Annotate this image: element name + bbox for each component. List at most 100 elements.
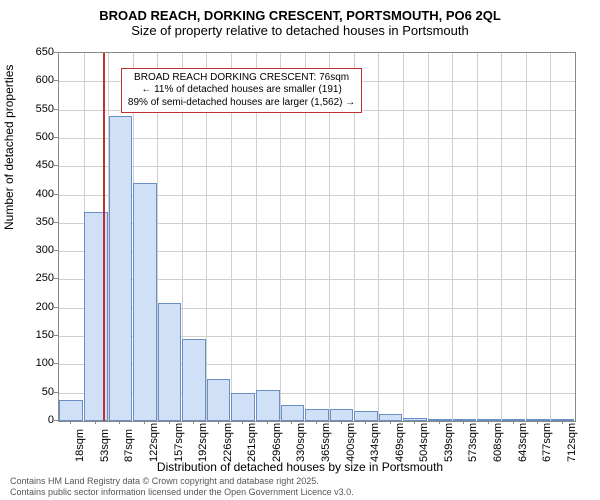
gridline-v (550, 53, 551, 421)
ytick-label: 150 (14, 329, 54, 341)
xtick-mark (70, 420, 71, 424)
xtick-mark (144, 420, 145, 424)
ytick-label: 650 (14, 46, 54, 58)
ytick-mark (54, 278, 58, 279)
gridline-v (477, 53, 478, 421)
xtick-mark (242, 420, 243, 424)
histogram-bar (133, 183, 157, 421)
chart-title-line2: Size of property relative to detached ho… (0, 23, 600, 38)
xtick-mark (341, 420, 342, 424)
gridline-h (59, 138, 575, 139)
xtick-mark (291, 420, 292, 424)
histogram-bar (59, 400, 83, 422)
xtick-label: 226sqm (222, 423, 234, 462)
y-axis-label: Number of detached properties (2, 65, 16, 230)
ytick-label: 300 (14, 244, 54, 256)
histogram-bar (231, 393, 255, 421)
xtick-mark (119, 420, 120, 424)
xtick-label: 712sqm (566, 423, 578, 462)
info-box-line2: ← 11% of detached houses are smaller (19… (128, 84, 355, 97)
xtick-mark (169, 420, 170, 424)
xtick-mark (513, 420, 514, 424)
xtick-mark (193, 420, 194, 424)
xtick-mark (267, 420, 268, 424)
x-axis-label: Distribution of detached houses by size … (0, 460, 600, 474)
chart-plot-area: BROAD REACH DORKING CRESCENT: 76sqm← 11%… (58, 52, 576, 422)
xtick-mark (562, 420, 563, 424)
ytick-mark (54, 137, 58, 138)
footer-line1: Contains HM Land Registry data © Crown c… (10, 476, 354, 487)
ytick-label: 50 (14, 386, 54, 398)
footer-line2: Contains public sector information licen… (10, 487, 354, 498)
ytick-label: 550 (14, 103, 54, 115)
ytick-mark (54, 165, 58, 166)
histogram-bar (158, 303, 182, 421)
xtick-label: 53sqm (99, 429, 111, 462)
ytick-label: 200 (14, 301, 54, 313)
xtick-label: 261sqm (246, 423, 258, 462)
xtick-label: 400sqm (345, 423, 357, 462)
ytick-mark (54, 335, 58, 336)
xtick-mark (316, 420, 317, 424)
xtick-label: 643sqm (517, 423, 529, 462)
histogram-bar (207, 379, 231, 421)
ytick-label: 450 (14, 159, 54, 171)
ytick-mark (54, 363, 58, 364)
gridline-h (59, 166, 575, 167)
xtick-label: 608sqm (492, 423, 504, 462)
ytick-label: 250 (14, 272, 54, 284)
xtick-label: 192sqm (197, 423, 209, 462)
xtick-label: 18sqm (74, 429, 86, 462)
gridline-v (403, 53, 404, 421)
histogram-bar (256, 390, 280, 421)
gridline-v (501, 53, 502, 421)
reference-line (103, 53, 105, 421)
xtick-label: 296sqm (271, 423, 283, 462)
ytick-mark (54, 222, 58, 223)
gridline-v (526, 53, 527, 421)
ytick-mark (54, 420, 58, 421)
xtick-label: 434sqm (369, 423, 381, 462)
ytick-label: 350 (14, 216, 54, 228)
xtick-mark (95, 420, 96, 424)
histogram-bar (182, 339, 206, 421)
xtick-mark (488, 420, 489, 424)
xtick-label: 469sqm (394, 423, 406, 462)
xtick-mark (218, 420, 219, 424)
xtick-label: 122sqm (148, 423, 160, 462)
histogram-bar (109, 116, 133, 421)
info-box: BROAD REACH DORKING CRESCENT: 76sqm← 11%… (121, 68, 362, 114)
info-box-line3: 89% of semi-detached houses are larger (… (128, 97, 355, 110)
ytick-label: 0 (14, 414, 54, 426)
xtick-label: 539sqm (443, 423, 455, 462)
xtick-label: 677sqm (541, 423, 553, 462)
xtick-mark (414, 420, 415, 424)
ytick-mark (54, 250, 58, 251)
info-box-line1: BROAD REACH DORKING CRESCENT: 76sqm (128, 72, 355, 85)
xtick-mark (439, 420, 440, 424)
gridline-v (428, 53, 429, 421)
xtick-label: 573sqm (467, 423, 479, 462)
xtick-label: 87sqm (123, 429, 135, 462)
histogram-bar (428, 419, 452, 421)
ytick-label: 400 (14, 188, 54, 200)
xtick-label: 330sqm (295, 423, 307, 462)
gridline-v (452, 53, 453, 421)
ytick-mark (54, 80, 58, 81)
ytick-mark (54, 392, 58, 393)
xtick-label: 504sqm (418, 423, 430, 462)
footer-attribution: Contains HM Land Registry data © Crown c… (10, 476, 354, 498)
xtick-mark (390, 420, 391, 424)
chart-title-line1: BROAD REACH, DORKING CRESCENT, PORTSMOUT… (0, 0, 600, 23)
ytick-label: 500 (14, 131, 54, 143)
ytick-mark (54, 109, 58, 110)
xtick-mark (365, 420, 366, 424)
gridline-v (378, 53, 379, 421)
xtick-mark (537, 420, 538, 424)
ytick-label: 100 (14, 357, 54, 369)
ytick-mark (54, 307, 58, 308)
xtick-mark (463, 420, 464, 424)
ytick-mark (54, 52, 58, 53)
ytick-label: 600 (14, 74, 54, 86)
xtick-label: 157sqm (173, 423, 185, 462)
